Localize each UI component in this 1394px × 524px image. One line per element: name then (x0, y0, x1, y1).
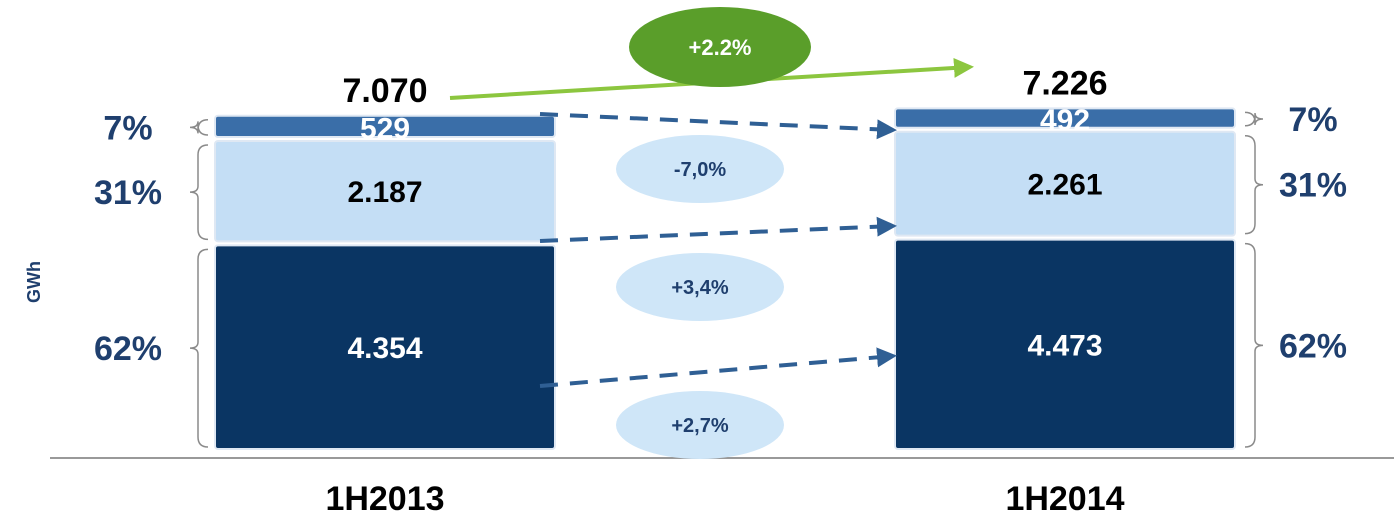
share-brackets (189, 111, 1264, 448)
share-label: 31% (1279, 167, 1347, 205)
growth-arrow (539, 216, 897, 243)
share-label: 62% (1279, 327, 1347, 365)
share-label: 31% (94, 174, 162, 212)
share-bracket (1244, 242, 1264, 448)
total-growth-label: +2.2% (689, 35, 752, 60)
share-label: 7% (1288, 101, 1337, 139)
bar-segment (894, 130, 1236, 237)
data-label: 492 (1040, 104, 1090, 137)
share-bracket (189, 248, 209, 448)
share-label: 62% (94, 330, 162, 368)
data-label: 2.187 (347, 176, 422, 209)
data-label: 4.354 (347, 332, 422, 365)
growth-arrow (539, 112, 897, 140)
bar-1h2013: 4.354 2.187 529 (214, 112, 556, 450)
growth-label: +2,7% (671, 415, 728, 437)
category-label: 1H2013 (325, 480, 444, 518)
bar-segment (894, 107, 1236, 129)
growth-label: +3,4% (671, 277, 728, 299)
bar-segment (214, 139, 556, 243)
share-label: 7% (103, 109, 152, 147)
data-label: 2.261 (1027, 169, 1102, 202)
share-bracket (1244, 111, 1264, 127)
total-growth-badge (629, 7, 811, 87)
share-bracket (1244, 135, 1264, 235)
data-label: 529 (360, 112, 410, 145)
bar-segment (214, 244, 556, 450)
share-bracket (189, 144, 209, 241)
growth-badge (616, 253, 784, 321)
total-label: 7.226 (1022, 64, 1107, 102)
growth-arrow (539, 347, 897, 388)
y-axis-label: GWh (24, 261, 44, 303)
share-bracket (189, 119, 209, 136)
data-label: 4.473 (1027, 329, 1102, 362)
bar-1h2014: 4.473 2.261 492 (894, 104, 1236, 450)
growth-badge (616, 391, 784, 459)
category-label: 1H2014 (1005, 480, 1124, 518)
growth-badge (616, 135, 784, 203)
bar-segment (894, 238, 1236, 450)
growth-label: -7,0% (674, 159, 726, 181)
total-label: 7.070 (342, 72, 427, 110)
bar-segment (214, 114, 556, 138)
